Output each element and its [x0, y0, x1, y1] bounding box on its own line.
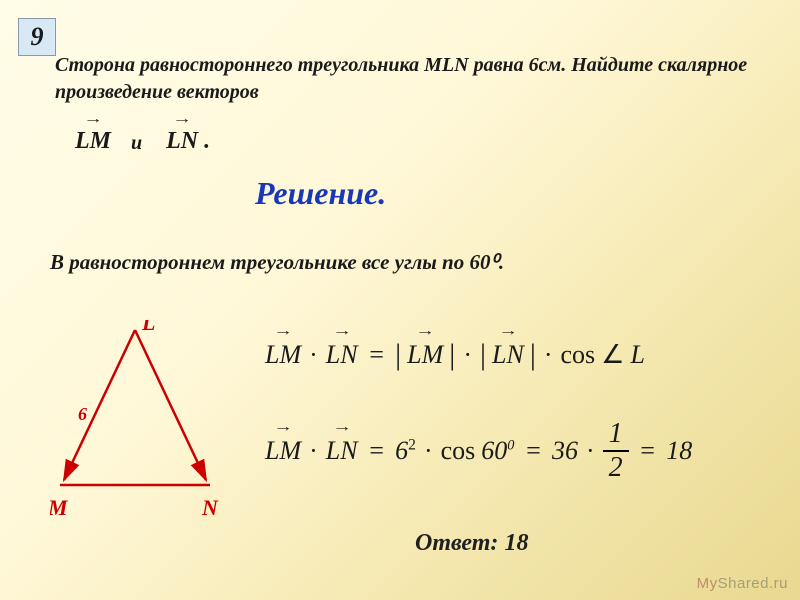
bar-open: |	[480, 338, 486, 372]
equation-1: LM · LN = | LM | · | LN | · cos ∠ L	[265, 338, 645, 372]
edge-lm	[64, 330, 135, 480]
bar-close: |	[530, 338, 536, 372]
bar-close: |	[449, 338, 455, 372]
equation-2: LM · LN = 62 · cos 600 = 36 · 1 2 = 18	[265, 420, 692, 482]
eq2-36: 36	[552, 436, 578, 466]
period: .	[204, 128, 210, 155]
base-6: 6	[395, 436, 408, 465]
dot-icon: ·	[307, 436, 320, 466]
deg-sup: 0	[507, 437, 514, 453]
dot-icon: ·	[307, 340, 320, 370]
vertex-n: N	[201, 495, 219, 520]
vector-lm: LM	[75, 128, 111, 155]
explanation-text: В равностороннем треугольнике все углы п…	[50, 248, 770, 276]
bar-open: |	[395, 338, 401, 372]
eq2-angle: 600	[481, 436, 514, 466]
deg-60: 60	[481, 436, 507, 465]
conj-and: и	[117, 132, 160, 155]
angle-l: L	[630, 340, 644, 370]
eq1-abs-ln: LN	[492, 340, 524, 370]
eq1-ln: LN	[326, 340, 358, 370]
exp-2: 2	[408, 436, 416, 453]
eq1-abs-lm: LM	[407, 340, 443, 370]
equals: =	[520, 436, 546, 466]
answer-label: Ответ:	[415, 530, 498, 556]
vertex-m: M	[50, 495, 69, 520]
equals: =	[364, 436, 390, 466]
eq2-result: 18	[666, 436, 692, 466]
eq2-lm: LM	[265, 436, 301, 466]
dot-icon: ·	[584, 436, 597, 466]
watermark-rest: Shared.ru	[718, 575, 788, 592]
problem-statement: Сторона равностороннего треугольника MLN…	[55, 52, 775, 106]
side-label: 6	[78, 404, 87, 424]
dot-icon: ·	[461, 340, 474, 370]
triangle-diagram: L M N 6	[50, 320, 250, 530]
problem-number: 9	[31, 22, 44, 52]
frac-num: 1	[603, 420, 629, 452]
angle-icon: ∠	[601, 340, 624, 370]
watermark: MyShared.ru	[697, 575, 788, 592]
eq2-ln: LN	[326, 436, 358, 466]
solution-heading: Решение.	[255, 175, 386, 212]
dot-icon: ·	[422, 436, 435, 466]
frac-den: 2	[603, 452, 629, 482]
cos-text: cos	[441, 436, 476, 466]
equals: =	[364, 340, 390, 370]
cos-text: cos	[561, 340, 596, 370]
vectors-row: LM и LN .	[75, 128, 210, 155]
answer-value: 18	[504, 530, 528, 556]
vertex-l: L	[141, 320, 155, 335]
watermark-my: My	[697, 575, 718, 592]
answer-line: Ответ: 18	[415, 530, 528, 557]
fraction-half: 1 2	[603, 420, 629, 482]
eq1-lm: LM	[265, 340, 301, 370]
problem-number-box: 9	[18, 18, 56, 56]
vector-ln: LN	[166, 128, 198, 155]
dot-icon: ·	[542, 340, 555, 370]
edge-ln	[135, 330, 206, 480]
equals: =	[635, 436, 661, 466]
eq2-base: 62	[395, 436, 416, 466]
